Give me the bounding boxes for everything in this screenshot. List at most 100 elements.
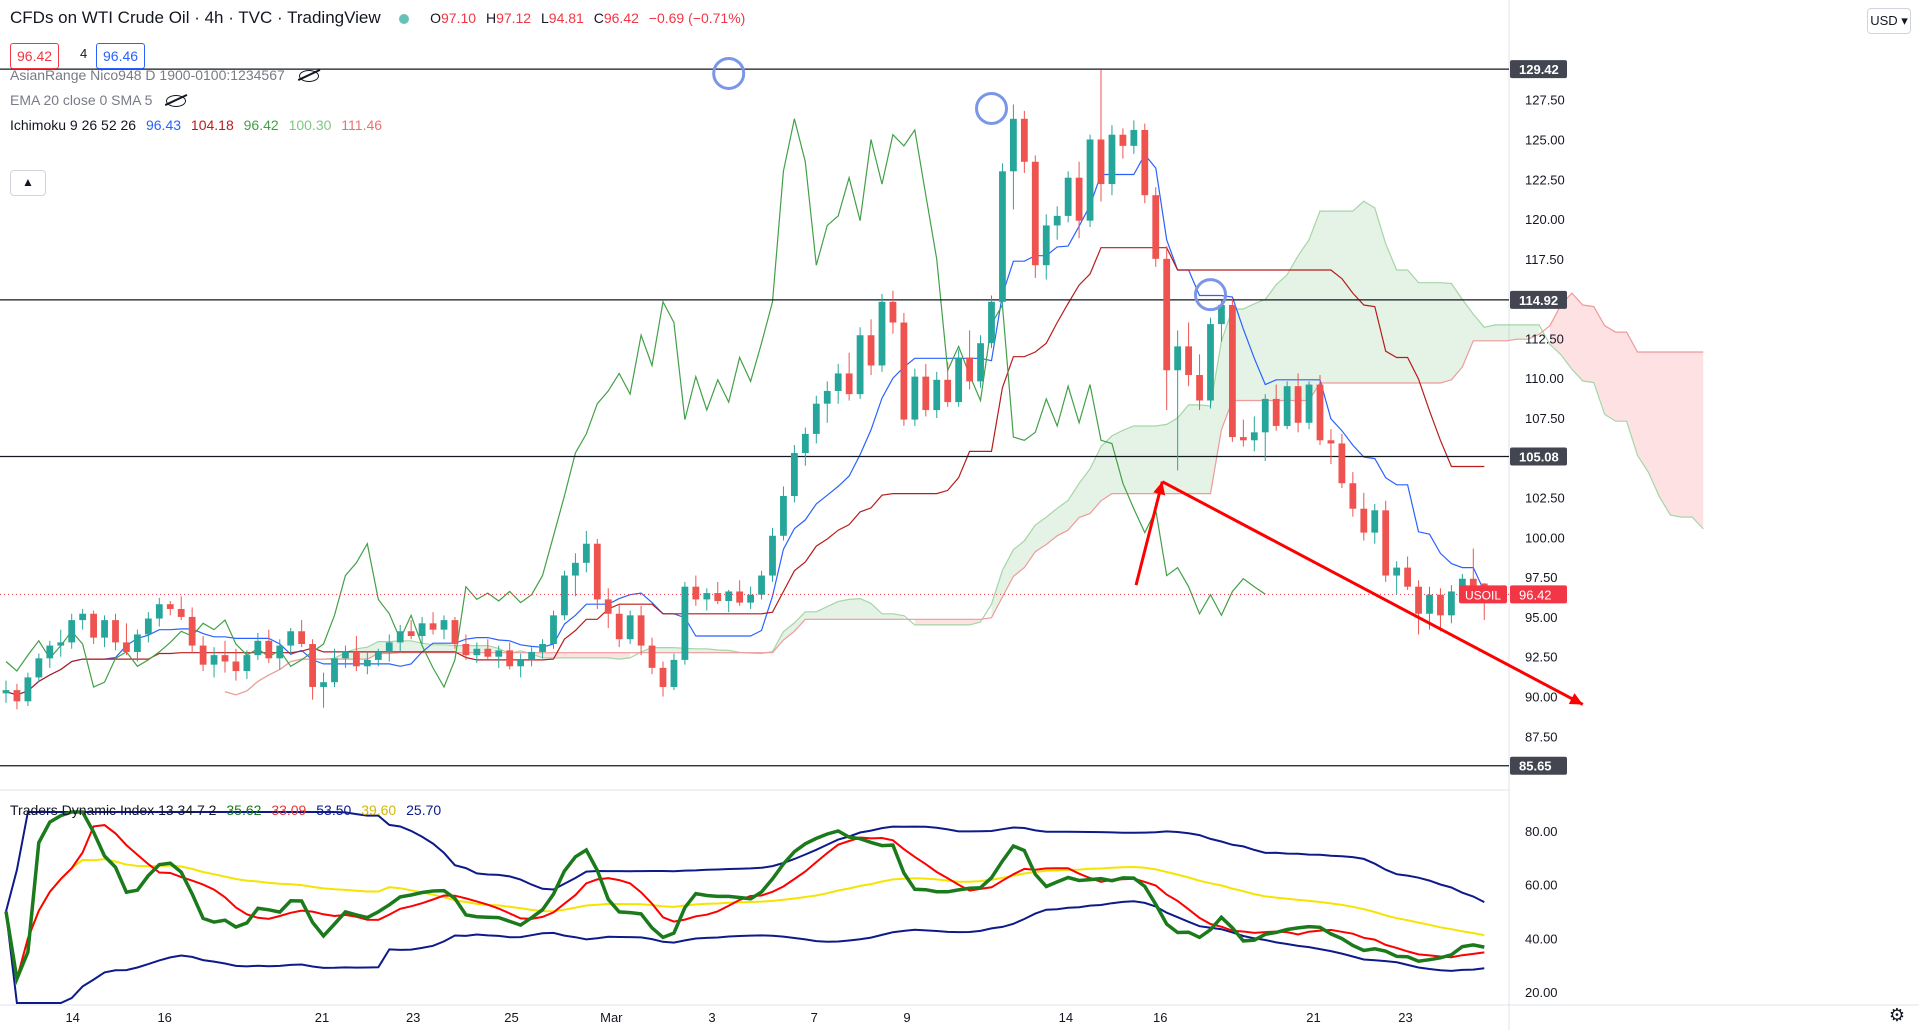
candle-body bbox=[68, 620, 76, 643]
price-tick-label: 97.50 bbox=[1525, 570, 1558, 585]
price-tick-label: 127.50 bbox=[1525, 93, 1565, 108]
candle-body bbox=[812, 403, 820, 434]
price-tick-label: 125.00 bbox=[1525, 132, 1565, 147]
currency-dropdown[interactable]: USD ▾ bbox=[1867, 8, 1911, 34]
price-tick-label: 120.00 bbox=[1525, 212, 1565, 227]
time-tick-label: 7 bbox=[811, 1010, 818, 1025]
price-tick-label: 112.50 bbox=[1525, 331, 1564, 346]
level-price-tag bbox=[1510, 290, 1567, 309]
ema-legend[interactable]: EMA 20 close 0 SMA 5 bbox=[10, 92, 192, 108]
candle-body bbox=[265, 640, 273, 659]
ohlc-open-value: 97.10 bbox=[441, 10, 477, 26]
price-tick-label: 102.50 bbox=[1525, 491, 1565, 506]
candle-body bbox=[440, 620, 448, 630]
price-tick-label: 100.00 bbox=[1525, 530, 1565, 545]
candle-body bbox=[593, 543, 601, 600]
ichimoku-legend[interactable]: Ichimoku 9 26 52 26 96.43 104.18 96.42 1… bbox=[10, 117, 388, 133]
hidden-eye-icon[interactable] bbox=[298, 70, 319, 83]
market-status-icon bbox=[399, 13, 410, 24]
price-tick-label: 95.00 bbox=[1525, 610, 1558, 625]
candle-body bbox=[1130, 129, 1138, 146]
candle-body bbox=[418, 623, 426, 637]
projection-arrow-line[interactable] bbox=[1134, 481, 1164, 586]
price-tick-label: 92.50 bbox=[1525, 650, 1558, 665]
candle-body bbox=[736, 591, 744, 603]
candle-body bbox=[725, 591, 733, 602]
swing-high-marker[interactable] bbox=[712, 56, 746, 90]
level-price-label: 114.92 bbox=[1519, 293, 1558, 308]
ohlc-high-value: 97.12 bbox=[496, 10, 532, 26]
candle-body bbox=[1053, 215, 1061, 226]
price-tick-label: 117.50 bbox=[1525, 252, 1564, 267]
tdi-legend[interactable]: Traders Dynamic Index 13 34 7 2 35.62 33… bbox=[10, 802, 447, 818]
candle-body bbox=[1218, 305, 1225, 325]
ohlc-close-key: C bbox=[593, 10, 604, 26]
candle-body bbox=[199, 645, 207, 665]
collapse-legend-button[interactable]: ▲ bbox=[10, 170, 46, 196]
spread-value: 4 bbox=[80, 46, 88, 61]
candle-body bbox=[2, 690, 10, 694]
candle-body bbox=[823, 390, 831, 404]
time-tick-label: 21 bbox=[1306, 1010, 1320, 1025]
time-tick-label: 21 bbox=[315, 1010, 329, 1025]
candle-body bbox=[1239, 437, 1247, 441]
ichimoku-conversion-value: 96.43 bbox=[145, 117, 182, 133]
candle-body bbox=[911, 376, 919, 420]
candle-body bbox=[1338, 443, 1346, 484]
candle-body bbox=[473, 648, 481, 656]
tdi-middle-band-value: 39.60 bbox=[361, 802, 397, 818]
ichimoku-lagging-value: 96.42 bbox=[243, 117, 279, 133]
candle-body bbox=[1316, 384, 1324, 441]
horizontal-levels[interactable] bbox=[0, 68, 1509, 767]
candle-body bbox=[637, 615, 645, 646]
candle-body bbox=[988, 301, 995, 344]
bid-price-button[interactable]: 96.42 bbox=[10, 43, 60, 69]
candle-body bbox=[659, 667, 667, 687]
candle-body bbox=[112, 620, 119, 643]
candle-body bbox=[572, 562, 579, 576]
candle-body bbox=[1272, 398, 1280, 426]
tdi-lower-band-value: 25.70 bbox=[406, 802, 442, 818]
candle-body bbox=[1294, 386, 1302, 423]
candle-body bbox=[999, 171, 1006, 302]
candle-body bbox=[615, 613, 623, 640]
candle-body bbox=[210, 655, 218, 665]
candle-body bbox=[1064, 177, 1072, 216]
candle-body bbox=[933, 379, 941, 411]
tdi-upper-band-value: 53.50 bbox=[316, 802, 352, 818]
candle-body bbox=[539, 643, 546, 652]
projection-arrow-head bbox=[1153, 481, 1166, 496]
swing-high-marker[interactable] bbox=[1194, 278, 1227, 312]
price-tick-label: 87.50 bbox=[1525, 729, 1558, 744]
swing-high-marker[interactable] bbox=[975, 91, 1008, 125]
candle-body bbox=[550, 615, 557, 644]
ichimoku-span-b-value: 111.46 bbox=[341, 117, 383, 133]
ask-price-button[interactable]: 96.46 bbox=[96, 43, 146, 69]
candle-body bbox=[134, 634, 141, 652]
candle-body bbox=[1261, 398, 1269, 433]
candle-body bbox=[1404, 567, 1411, 587]
candle-body bbox=[495, 650, 503, 657]
tdi-rsi-line bbox=[4, 810, 1485, 986]
settings-gear-icon[interactable]: ⚙ bbox=[1888, 1005, 1905, 1025]
asianrange-legend[interactable]: AsianRange Nico948 D 1900-0100:1234567 bbox=[10, 67, 325, 83]
time-tick-label: 25 bbox=[504, 1010, 518, 1025]
candle-body bbox=[232, 661, 240, 672]
projection-arrow-line[interactable] bbox=[1161, 480, 1584, 706]
candles bbox=[2, 69, 1488, 710]
annotations[interactable] bbox=[712, 56, 1584, 706]
lagging-span-line bbox=[5, 118, 1266, 689]
candle-body bbox=[1207, 324, 1214, 401]
tdi-label: Traders Dynamic Index 13 34 7 2 bbox=[10, 802, 217, 818]
candle-body bbox=[714, 593, 722, 602]
axes: 129.42 114.92 105.08 85.65 127.50 125.00 122.5… bbox=[65, 60, 1567, 1025]
candle-body bbox=[331, 658, 338, 683]
time-tick-label: 14 bbox=[65, 1010, 79, 1025]
candle-body bbox=[1283, 386, 1291, 426]
hidden-eye-icon[interactable] bbox=[166, 95, 187, 108]
tdi-rsi-value: 35.62 bbox=[226, 802, 262, 818]
level-price-tag bbox=[1510, 447, 1567, 466]
price-tick-label: 122.50 bbox=[1525, 172, 1565, 187]
candle-body bbox=[900, 322, 908, 420]
